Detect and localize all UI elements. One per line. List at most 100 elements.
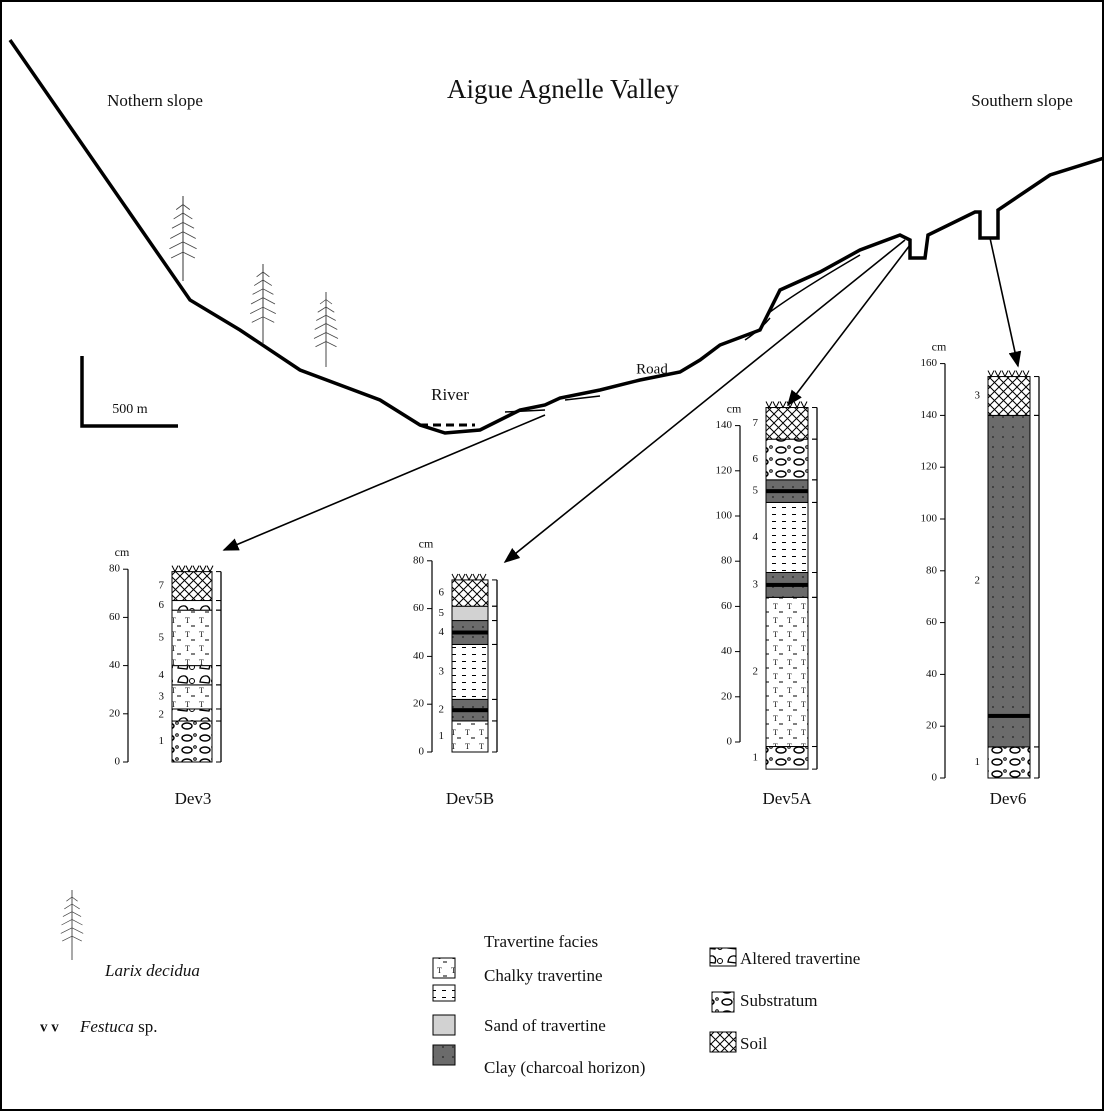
legend-swatch xyxy=(433,958,455,978)
tick-label: 60 xyxy=(721,600,733,612)
legend-label: Festuca xyxy=(79,1017,134,1036)
layer xyxy=(766,439,808,480)
tick-label: 0 xyxy=(115,756,121,768)
arrows xyxy=(224,238,1018,562)
layer-label: 6 xyxy=(159,599,165,611)
layer-label: 6 xyxy=(439,587,445,599)
festuca-marks xyxy=(172,566,213,572)
layer-label: 7 xyxy=(753,417,759,429)
layer xyxy=(452,644,488,699)
legend-label: Travertine facies xyxy=(484,932,598,951)
place-label: Road xyxy=(636,361,668,377)
scale-label: 500 m xyxy=(112,402,148,417)
layer-label: 2 xyxy=(975,575,981,587)
tick-label: 0 xyxy=(727,736,733,748)
legend-swatch xyxy=(433,985,455,1001)
charcoal-horizon xyxy=(766,489,808,493)
layer-label: 3 xyxy=(753,578,759,590)
tree xyxy=(169,196,196,281)
tick-label: 40 xyxy=(413,650,425,662)
layer-label: 1 xyxy=(439,730,445,742)
layer xyxy=(452,580,488,606)
tick-label: 60 xyxy=(926,616,938,628)
legend-label: Altered travertine xyxy=(740,949,860,968)
tick-label: 100 xyxy=(921,513,938,525)
layer-label: 2 xyxy=(439,704,445,716)
layer xyxy=(452,606,488,620)
column-name: Dev3 xyxy=(175,789,212,808)
legend-label: sp. xyxy=(138,1017,157,1036)
layer-label: 3 xyxy=(439,665,445,677)
festuca-marks xyxy=(452,574,486,580)
legend: Larix decidua v v Festuca sp. Travertine… xyxy=(40,890,860,1077)
columns: 020406080cm1234567Dev3020406080cm123456D… xyxy=(109,339,1039,808)
legend-swatch xyxy=(433,1015,455,1035)
legend-label: Soil xyxy=(740,1034,768,1053)
charcoal-horizon xyxy=(766,583,808,587)
tick-label: 20 xyxy=(721,690,733,702)
tick-label: 120 xyxy=(716,464,733,476)
tick-label: 120 xyxy=(921,461,938,473)
layer-label: 4 xyxy=(753,531,759,543)
layer-label: 7 xyxy=(159,580,165,592)
legend-label: Chalky travertine xyxy=(484,966,603,985)
tick-label: 40 xyxy=(109,659,121,671)
tree xyxy=(250,264,276,344)
layer-label: 2 xyxy=(753,665,759,677)
layer-label: 5 xyxy=(753,485,759,497)
festuca-marks xyxy=(766,402,807,408)
charcoal-horizon xyxy=(452,631,488,635)
tick-label: 80 xyxy=(926,564,938,576)
layer-label: 2 xyxy=(159,709,165,721)
axis-unit: cm xyxy=(727,401,742,415)
layer xyxy=(172,610,212,665)
layer xyxy=(172,601,212,611)
layer xyxy=(988,747,1030,778)
tick-label: 60 xyxy=(413,602,425,614)
layer-label: 1 xyxy=(753,751,759,763)
layer-label: 3 xyxy=(159,690,165,702)
tick-label: 40 xyxy=(926,668,938,680)
legend-label: Sand of travertine xyxy=(484,1016,606,1035)
tick-label: 80 xyxy=(109,563,121,575)
column-name: Dev6 xyxy=(990,789,1027,808)
column-name: Dev5A xyxy=(762,789,812,808)
tick-label: 80 xyxy=(413,554,425,566)
scale-bar: 500 m xyxy=(82,356,178,426)
layer xyxy=(172,709,212,721)
layer xyxy=(766,597,808,746)
tick-label: 140 xyxy=(716,419,733,431)
tick-label: 20 xyxy=(926,720,938,732)
legend-label: Substratum xyxy=(740,991,817,1010)
legend-icon xyxy=(61,890,83,960)
layer xyxy=(172,721,212,762)
tick-label: 160 xyxy=(921,357,938,369)
legend-label: Clay (charcoal horizon) xyxy=(484,1058,645,1077)
layer xyxy=(766,747,808,770)
legend-label: Larix decidua xyxy=(104,961,200,980)
layer xyxy=(766,502,808,572)
legend-swatch xyxy=(712,992,734,1012)
tick-label: 100 xyxy=(716,510,733,522)
legend-swatch xyxy=(710,948,736,966)
tick-label: 40 xyxy=(721,645,733,657)
layer-label: 1 xyxy=(159,735,165,747)
figure: T Aigue Agnelle Valley Nothern slope Sou… xyxy=(0,0,1104,1111)
tree xyxy=(314,292,338,367)
legend-swatch xyxy=(433,1045,455,1065)
tick-label: 20 xyxy=(413,698,425,710)
charcoal-horizon xyxy=(988,714,1030,718)
legend-label: Festuca sp. xyxy=(79,1017,157,1036)
title: Aigue Agnelle Valley xyxy=(447,74,679,104)
legend-icon: v v xyxy=(40,1019,59,1035)
festuca-marks xyxy=(988,371,1029,377)
axis-unit: cm xyxy=(419,537,434,551)
layer xyxy=(172,666,212,685)
layer-label: 1 xyxy=(975,756,981,768)
layer-label: 4 xyxy=(159,669,165,681)
tick-label: 20 xyxy=(109,707,121,719)
column-name: Dev5B xyxy=(446,789,494,808)
layer-label: 3 xyxy=(975,390,981,402)
legend-swatch xyxy=(710,1032,736,1052)
layer xyxy=(988,377,1030,416)
